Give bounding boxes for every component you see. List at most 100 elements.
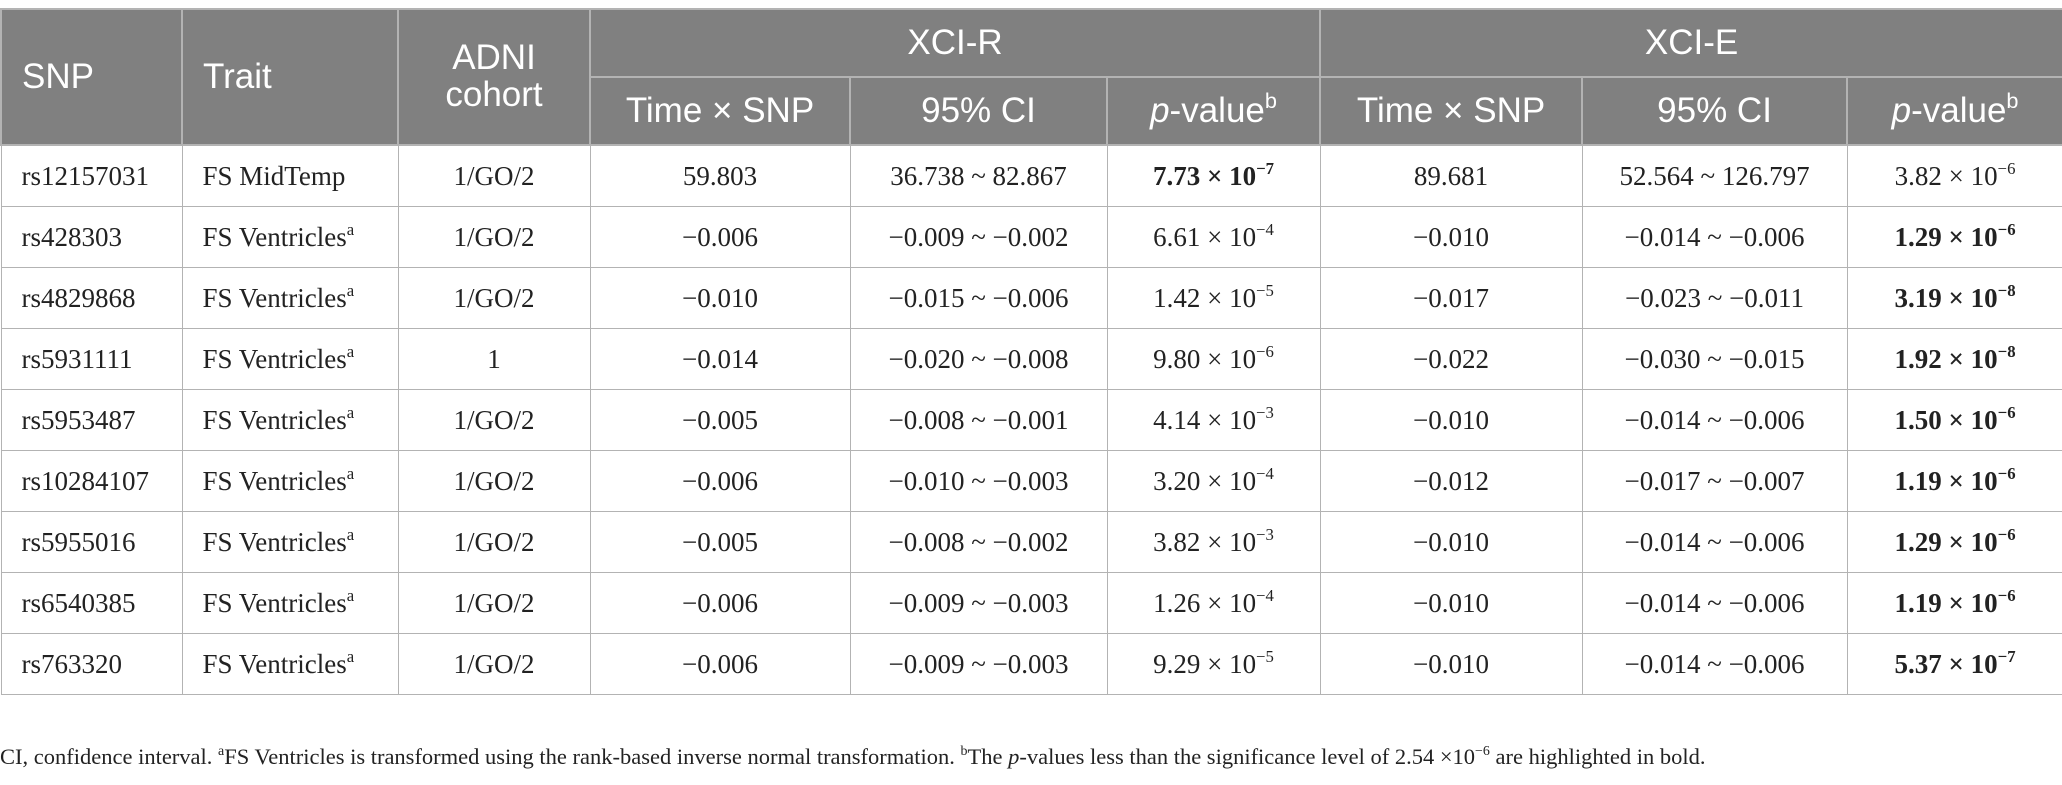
cell-r-p-value: 6.61 × 10−4	[1106, 206, 1321, 268]
cell-cohort: 1/GO/2	[397, 206, 591, 268]
cell-r-ci: −0.009 ~ −0.003	[849, 633, 1108, 695]
cell-snp: rs6540385	[0, 572, 183, 634]
cell-e-time-snp: −0.010	[1319, 511, 1583, 573]
header-row-1: SNP Trait ADNI cohort XCI-R XCI-E	[0, 8, 2062, 146]
cell-snp: rs5953487	[0, 389, 183, 451]
cell-e-ci: 52.564 ~ 126.797	[1581, 144, 1848, 207]
cell-trait: FS Ventriclesa	[181, 511, 399, 573]
cell-e-time-snp: −0.010	[1319, 572, 1583, 634]
header-snp: SNP	[0, 8, 183, 146]
header-row-2: Time × SNP 95% CI p-valueb Time × SNP 95…	[1, 76, 2062, 146]
cell-r-time-snp: −0.006	[589, 572, 851, 634]
cell-e-ci: −0.017 ~ −0.007	[1581, 450, 1848, 512]
cell-trait: FS Ventriclesa	[181, 450, 399, 512]
cell-snp: rs4829868	[0, 267, 183, 329]
cell-snp: rs5955016	[0, 511, 183, 573]
footnote-b-italic: p	[1008, 744, 1020, 769]
footnote-ci: CI, confidence interval.	[0, 744, 219, 769]
cell-e-p-value: 1.19 × 10−6	[1846, 572, 2062, 634]
footnote-b-text-2: -values less than the significance level…	[1019, 744, 1476, 769]
cell-r-p-value: 1.42 × 10−5	[1106, 267, 1321, 329]
cell-cohort: 1/GO/2	[397, 144, 591, 207]
cell-cohort: 1/GO/2	[397, 267, 591, 329]
table-body: rs12157031 FS MidTemp 1/GO/2 59.803 36.738 ~…	[0, 144, 2062, 695]
cell-e-p-value: 1.50 × 10−6	[1846, 389, 2062, 451]
cell-r-time-snp: −0.006	[589, 450, 851, 512]
cell-r-ci: −0.009 ~ −0.002	[849, 206, 1108, 268]
header-xci-e: XCI-E	[1319, 8, 2062, 78]
table-row: rs12157031 FS MidTemp 1/GO/2 59.803 36.738 ~…	[0, 144, 2062, 207]
cell-r-p-value: 9.29 × 10−5	[1106, 633, 1321, 695]
cell-cohort: 1/GO/2	[397, 450, 591, 512]
cell-e-p-value: 1.92 × 10−8	[1846, 328, 2062, 390]
cell-e-ci: −0.030 ~ −0.015	[1581, 328, 1848, 390]
cell-r-time-snp: −0.005	[589, 511, 851, 573]
cell-cohort: 1/GO/2	[397, 633, 591, 695]
table-row: rs4829868 FS Ventriclesa 1/GO/2 −0.010 −0.01…	[0, 267, 2062, 329]
cell-e-time-snp: −0.010	[1319, 206, 1583, 268]
cell-e-ci: −0.014 ~ −0.006	[1581, 389, 1848, 451]
cell-r-ci: −0.009 ~ −0.003	[849, 572, 1108, 634]
cell-e-p-value: 3.19 × 10−8	[1846, 267, 2062, 329]
cell-r-p-value: 3.82 × 10−3	[1106, 511, 1321, 573]
cell-trait: FS Ventriclesa	[181, 389, 399, 451]
cell-trait: FS Ventriclesa	[181, 633, 399, 695]
cell-r-p-value: 7.73 × 10−7	[1106, 144, 1321, 207]
cell-r-ci: −0.020 ~ −0.008	[849, 328, 1108, 390]
cell-r-ci: −0.010 ~ −0.003	[849, 450, 1108, 512]
cell-e-ci: −0.023 ~ −0.011	[1581, 267, 1848, 329]
cell-r-time-snp: −0.005	[589, 389, 851, 451]
cell-snp: rs763320	[0, 633, 183, 695]
cell-e-ci: −0.014 ~ −0.006	[1581, 511, 1848, 573]
cell-e-time-snp: −0.010	[1319, 389, 1583, 451]
header-trait: Trait	[181, 8, 399, 146]
header-adni-cohort: ADNI cohort	[397, 8, 591, 146]
cell-r-ci: −0.015 ~ −0.006	[849, 267, 1108, 329]
cell-e-p-value: 3.82 × 10−6	[1846, 144, 2062, 207]
table-row: rs5953487 FS Ventriclesa 1/GO/2 −0.005 −0.00…	[0, 389, 2062, 451]
cell-r-time-snp: −0.006	[589, 633, 851, 695]
header-e-time-snp: Time × SNP	[1319, 76, 1584, 146]
cell-trait: FS MidTemp	[181, 144, 399, 207]
cell-e-time-snp: −0.022	[1319, 328, 1583, 390]
cell-cohort: 1/GO/2	[397, 389, 591, 451]
table-row: rs5931111 FS Ventriclesa 1 −0.014 −0.020 ~ −…	[0, 328, 2062, 390]
cell-trait: FS Ventriclesa	[181, 267, 399, 329]
cell-snp: rs12157031	[0, 144, 183, 207]
cell-e-p-value: 1.19 × 10−6	[1846, 450, 2062, 512]
cell-r-p-value: 4.14 × 10−3	[1106, 389, 1321, 451]
cell-snp: rs428303	[0, 206, 183, 268]
cell-r-ci: −0.008 ~ −0.001	[849, 389, 1108, 451]
results-table: SNP Trait ADNI cohort XCI-R XCI-E Time ×…	[0, 8, 2062, 695]
table-row: rs6540385 FS Ventriclesa 1/GO/2 −0.006 −0.00…	[0, 572, 2062, 634]
header-xci-r: XCI-R	[588, 8, 1322, 78]
cell-cohort: 1/GO/2	[397, 511, 591, 573]
cell-trait: FS Ventriclesa	[181, 328, 399, 390]
cell-cohort: 1	[397, 328, 591, 390]
cell-r-p-value: 3.20 × 10−4	[1106, 450, 1321, 512]
table-row: rs428303 FS Ventriclesa 1/GO/2 −0.006 −0.009…	[0, 206, 2062, 268]
footnote-a-text: FS Ventricles is transformed using the r…	[224, 744, 961, 769]
cell-trait: FS Ventriclesa	[181, 206, 399, 268]
cell-e-ci: −0.014 ~ −0.006	[1581, 572, 1848, 634]
cell-e-time-snp: −0.012	[1319, 450, 1583, 512]
cell-r-ci: 36.738 ~ 82.867	[849, 144, 1108, 207]
cell-e-time-snp: −0.017	[1319, 267, 1583, 329]
table-row: rs763320 FS Ventriclesa 1/GO/2 −0.006 −0.009…	[0, 633, 2062, 695]
cell-e-ci: −0.014 ~ −0.006	[1581, 633, 1848, 695]
cell-snp: rs5931111	[0, 328, 183, 390]
cell-snp: rs10284107	[0, 450, 183, 512]
cell-e-p-value: 1.29 × 10−6	[1846, 511, 2062, 573]
cell-r-time-snp: 59.803	[589, 144, 851, 207]
footnote-b-mark: b	[960, 743, 968, 759]
table-row: rs5955016 FS Ventriclesa 1/GO/2 −0.005 −0.00…	[0, 511, 2062, 573]
header-r-ci: 95% CI	[849, 76, 1108, 146]
cell-r-time-snp: −0.014	[589, 328, 851, 390]
cell-trait: FS Ventriclesa	[181, 572, 399, 634]
results-table-container: SNP Trait ADNI cohort XCI-R XCI-E Time ×…	[0, 8, 2062, 695]
header-e-ci: 95% CI	[1581, 76, 1849, 146]
cell-r-time-snp: −0.006	[589, 206, 851, 268]
cell-e-time-snp: −0.010	[1319, 633, 1583, 695]
cell-e-p-value: 1.29 × 10−6	[1846, 206, 2062, 268]
footnote-b-text: The	[967, 744, 1009, 769]
